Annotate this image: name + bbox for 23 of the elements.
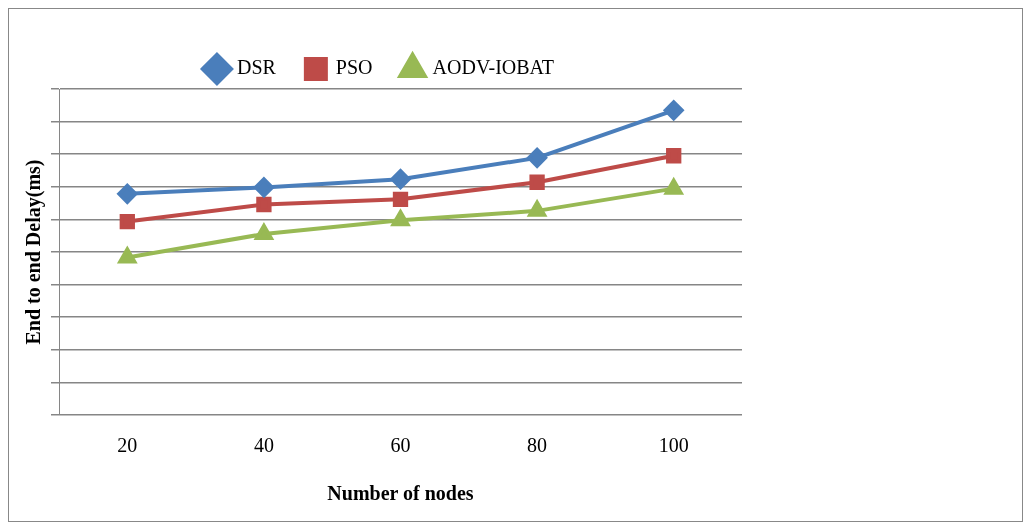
legend-label: PSO [335, 56, 373, 79]
point [253, 177, 274, 198]
legend-label: DSR [236, 56, 277, 79]
point [119, 213, 135, 230]
x-tick-label: 20 [117, 434, 138, 457]
x-tick-label: 100 [658, 434, 689, 457]
x-tick-label: 60 [390, 434, 411, 457]
x-axis-title: Number of nodes [327, 482, 474, 505]
y-axis-title: End to end Delay(ms) [22, 159, 46, 345]
point [527, 147, 548, 168]
point [118, 247, 137, 264]
point [392, 191, 409, 207]
point [117, 183, 138, 204]
point [256, 196, 272, 213]
x-tick-label: 40 [253, 434, 274, 457]
legend-label: AODV-IOBAT [432, 56, 555, 79]
x-tick-label: 80 [527, 434, 548, 457]
point [254, 224, 273, 241]
point [666, 148, 682, 164]
point [663, 100, 684, 121]
point [529, 174, 545, 190]
point [390, 169, 411, 190]
point [391, 210, 410, 227]
